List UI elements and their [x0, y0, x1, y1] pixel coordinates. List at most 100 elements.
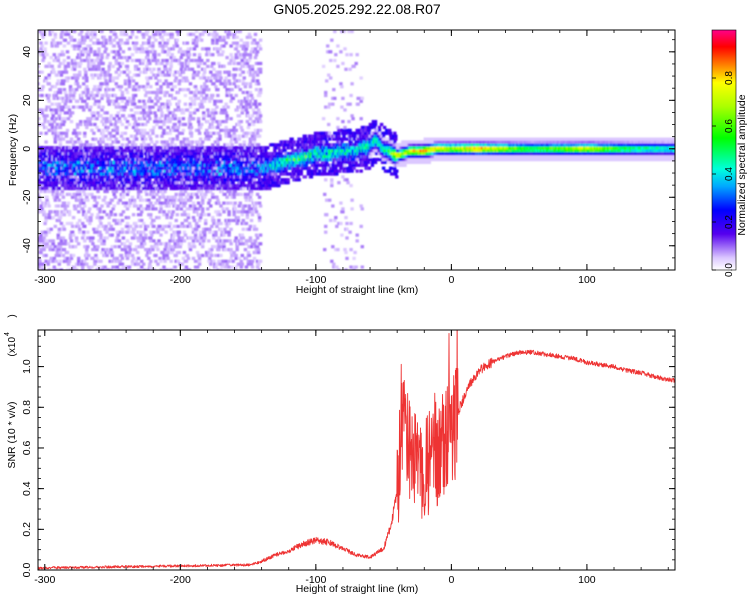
spectrogram-cell	[53, 41, 57, 45]
spectrogram-cell	[184, 265, 189, 269]
spectrogram-cell	[166, 85, 170, 89]
spectrogram-cell	[63, 169, 68, 173]
spectrogram-cell	[196, 189, 201, 194]
spectrogram-cell	[149, 184, 153, 188]
spectrogram-cell	[114, 166, 118, 170]
spectrogram-cell	[222, 38, 226, 42]
spectrogram-cell	[73, 245, 78, 249]
spectrogram-cell	[211, 216, 215, 220]
spectrogram-cell	[57, 53, 61, 57]
spectrogram-cell	[178, 47, 182, 51]
spectrogram-cell	[245, 213, 250, 217]
spectrogram-cell	[47, 245, 51, 249]
spectrogram-cell	[144, 172, 148, 176]
spectrogram-cell	[74, 134, 79, 138]
spectrogram-cell	[51, 189, 55, 194]
spectrogram-cell	[164, 32, 168, 36]
spectrogram-cell	[216, 93, 220, 98]
spectrogram-cell	[139, 198, 143, 202]
spectrogram-cell	[214, 178, 218, 182]
spectrogram-cell	[88, 152, 92, 156]
spectrogram-cell	[197, 175, 202, 179]
spectrogram-cell	[156, 230, 160, 234]
spectrogram-cell	[139, 47, 143, 51]
spectrogram-cell	[154, 38, 158, 42]
spectrogram-cell	[90, 90, 94, 95]
spectrogram-cell	[159, 166, 163, 170]
spectrogram-cell	[151, 58, 155, 63]
spectrogram-cell	[181, 53, 186, 57]
spectrogram-cell	[141, 122, 145, 127]
spectrogram-cell	[75, 56, 80, 60]
spectrogram-cell	[104, 134, 108, 138]
spectrogram-cell	[55, 189, 59, 194]
spectrogram-cell	[95, 227, 99, 231]
spectrogram-cell	[222, 210, 226, 214]
spectrogram-cell	[64, 259, 69, 263]
spectrogram-cell	[204, 154, 208, 159]
spectrogram-cell	[159, 207, 163, 211]
spectrogram-cell	[80, 58, 84, 63]
spectrogram-cell	[171, 248, 175, 252]
spectrogram-cell	[226, 32, 230, 36]
spectrogram-cell	[154, 175, 158, 179]
spectrogram-cell	[237, 120, 241, 124]
spectrogram-cell	[144, 143, 148, 147]
spectrogram-cell	[184, 224, 189, 228]
spectrogram-cell	[47, 268, 51, 270]
spectrogram-cell	[52, 154, 56, 159]
spectrogram-cell	[131, 140, 136, 144]
spectrogram-cell	[108, 169, 112, 173]
spectrogram-cell	[134, 64, 139, 68]
spectrogram-cell	[68, 169, 73, 173]
spectrogram-cell	[163, 50, 167, 54]
spectrogram-cell	[65, 250, 70, 255]
spectrogram-cell	[238, 67, 242, 71]
spectrogram-cell	[107, 64, 111, 68]
spectrogram-cell	[99, 163, 103, 167]
spectrogram-cell	[99, 233, 103, 237]
spectrogram-cell	[67, 96, 72, 100]
spectrogram-cell	[41, 146, 45, 150]
spectrogram-cell	[89, 117, 93, 121]
spectrogram-cell	[200, 93, 204, 98]
spectrogram-cell	[54, 181, 58, 185]
spectrogram-cell	[200, 143, 204, 147]
spectrogram-cell	[59, 154, 64, 159]
spectrogram-cell	[38, 259, 42, 263]
spectrogram-cell	[120, 218, 125, 223]
spectrogram-cell	[157, 154, 161, 159]
spectrogram-cell	[85, 125, 89, 130]
spectrogram-cell	[47, 204, 51, 208]
spectrogram-cell	[219, 82, 223, 86]
spectrogram-cell	[58, 250, 63, 255]
spectrogram-cell	[104, 125, 108, 130]
spectrogram-cell	[132, 117, 137, 121]
spectrogram-cell	[142, 186, 146, 191]
spectrogram-cell	[164, 79, 168, 83]
spectrogram-cell	[190, 47, 195, 51]
spectrogram-cell	[64, 134, 69, 138]
spectrogram-cell	[124, 216, 129, 220]
spectrogram-cell	[41, 53, 45, 57]
spectrogram-cell	[39, 181, 43, 185]
spectrogram-cell	[129, 166, 134, 170]
spectrogram-cell	[58, 236, 63, 240]
spectrogram-cell	[152, 125, 156, 130]
spectrogram-cell	[234, 149, 238, 153]
spectrogram-cell	[42, 152, 46, 156]
spectrogram-cell	[63, 239, 68, 243]
spectrogram-cell	[68, 93, 73, 98]
spectrogram-cell	[113, 122, 117, 127]
spectrogram-cell	[146, 61, 150, 66]
spectrogram-cell	[222, 201, 226, 205]
spectrogram-cell	[133, 67, 138, 71]
spectrogram-cell	[190, 184, 195, 188]
spectrogram-cell	[228, 239, 232, 243]
spectrogram-cell	[159, 44, 163, 48]
spectrogram-cell	[120, 99, 125, 103]
spectrogram-cell	[184, 195, 189, 199]
spectrogram-cell	[211, 111, 215, 115]
spectrogram-cell	[119, 96, 124, 100]
spectrogram-cell	[100, 152, 104, 156]
